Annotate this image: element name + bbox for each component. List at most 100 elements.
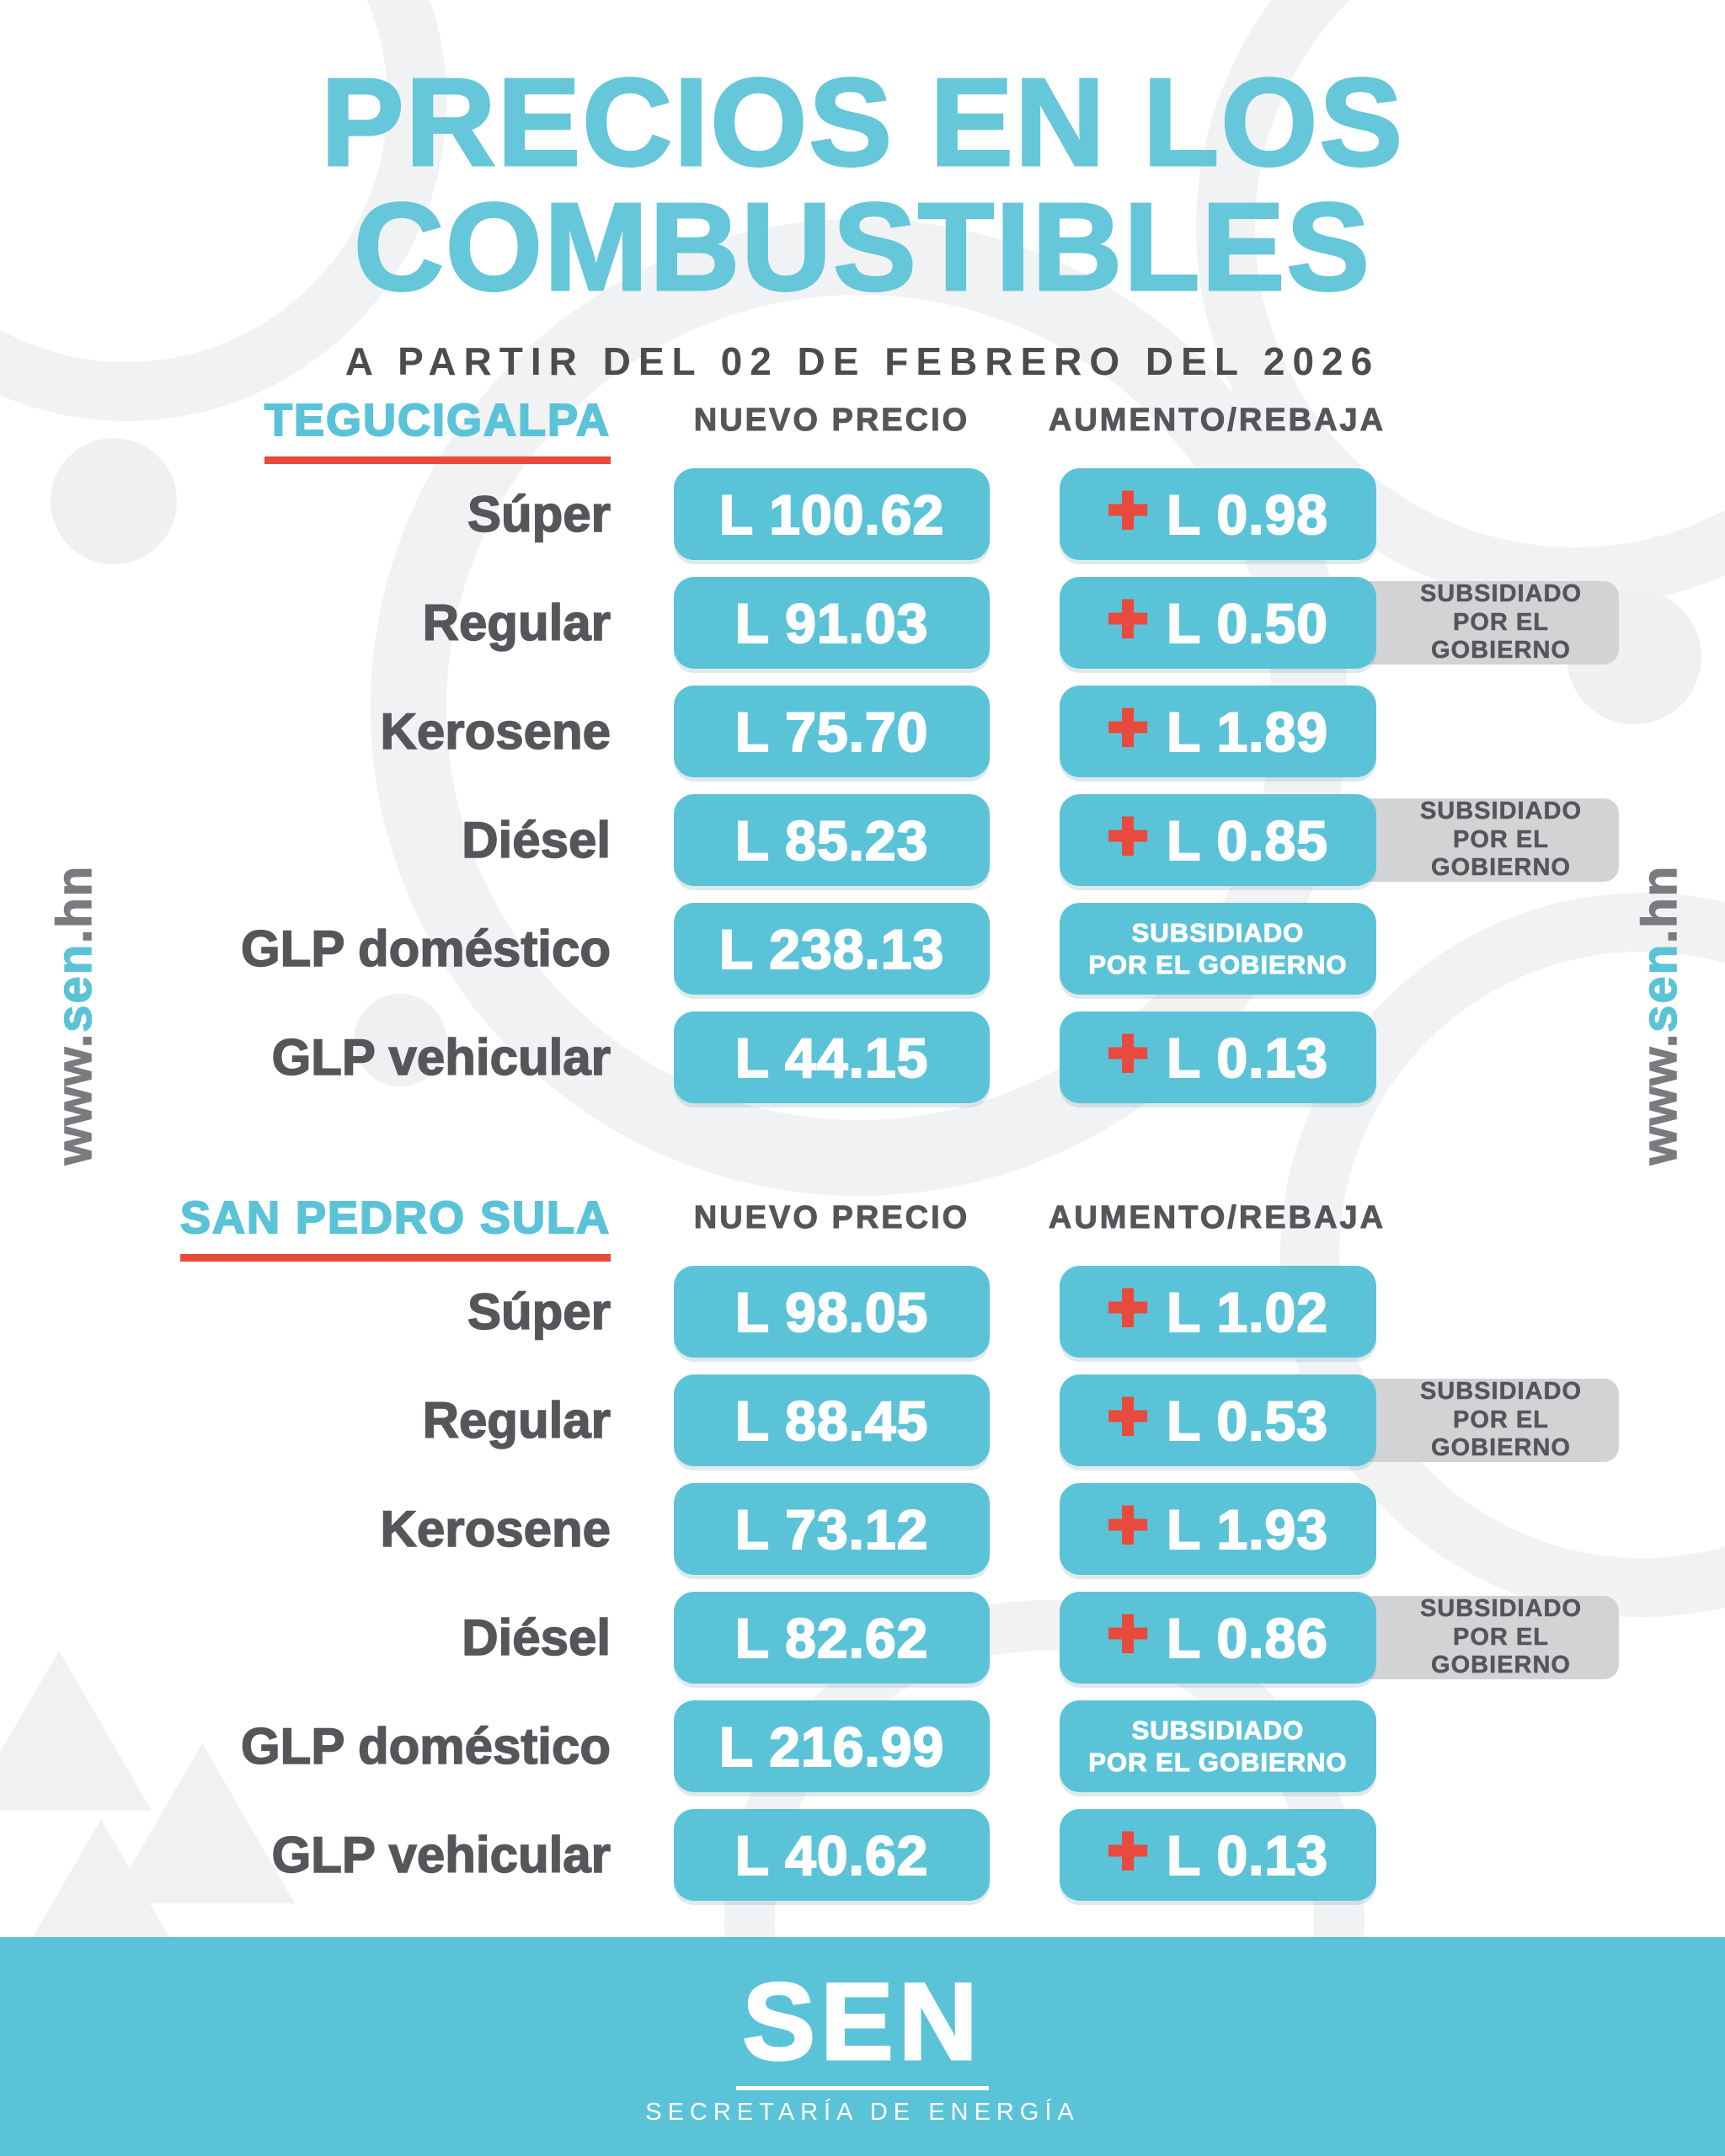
url-suffix: .hn: [1632, 864, 1688, 943]
change-value: L 0.50: [1166, 591, 1328, 655]
plus-icon: +: [1106, 797, 1151, 874]
change-value: L 0.53: [1166, 1389, 1328, 1453]
fuel-label: Súper: [467, 485, 611, 543]
fuel-row-super: Súper L 98.05 + L 1.02: [0, 1266, 1725, 1358]
change-box: + L 0.50: [1060, 577, 1376, 669]
change-box: + L 0.98: [1060, 468, 1376, 560]
footer-divider: [736, 2086, 989, 2090]
fuel-row-regular: Regular L 91.03 + L 0.50 SUBSIDIADO POR …: [0, 577, 1725, 669]
price-value: L 100.62: [718, 483, 945, 547]
fuel-row-diesel: Diésel L 82.62 + L 0.86 SUBSIDIADO POR E…: [0, 1592, 1725, 1684]
change-box: + L 1.89: [1060, 686, 1376, 777]
price-value: L 91.03: [734, 591, 929, 655]
column-header-nuevo-precio: NUEVO PRECIO: [693, 403, 970, 439]
fuel-row-glp-vehicular: GLP vehicular L 44.15 + L 0.13: [0, 1011, 1725, 1103]
price-box: L 75.70: [674, 686, 990, 777]
fuel-label: GLP doméstico: [240, 1717, 611, 1775]
plus-icon: +: [1106, 1812, 1151, 1889]
price-box: L 44.15: [674, 1011, 990, 1103]
change-box: + L 1.02: [1060, 1266, 1376, 1358]
fuel-row-diesel: Diésel L 85.23 + L 0.85 SUBSIDIADO POR E…: [0, 794, 1725, 886]
city-label-tegucigalpa: TEGUCIGALPA: [0, 394, 611, 464]
price-box: L 100.62: [674, 468, 990, 560]
watermark-dot: [51, 438, 177, 564]
change-value: L 0.13: [1166, 1823, 1328, 1887]
change-box: + L 0.13: [1060, 1011, 1376, 1103]
price-value: L 88.45: [734, 1389, 929, 1453]
price-value: L 216.99: [718, 1715, 945, 1779]
org-name: SECRETARÍA DE ENERGÍA: [645, 2099, 1080, 2126]
url-prefix: www.: [46, 1032, 103, 1166]
price-box: L 238.13: [674, 903, 990, 995]
fuel-label: Kerosene: [380, 702, 611, 760]
column-header-aumento-rebaja: AUMENTO/REBAJA: [1048, 1200, 1386, 1236]
price-value: L 85.23: [734, 808, 929, 873]
url-suffix: .hn: [46, 864, 103, 943]
website-url-left: www. sen .hn: [40, 720, 108, 1310]
change-value: L 0.98: [1166, 483, 1328, 547]
fuel-row-glp-vehicular: GLP vehicular L 40.62 + L 0.13: [0, 1809, 1725, 1901]
fuel-label: GLP vehicular: [271, 1826, 611, 1884]
fuel-row-regular: Regular L 88.45 + L 0.53 SUBSIDIADO POR …: [0, 1374, 1725, 1466]
price-box: L 85.23: [674, 794, 990, 886]
fuel-label: GLP doméstico: [240, 920, 611, 978]
fuel-row-kerosene: Kerosene L 73.12 + L 1.93: [0, 1483, 1725, 1575]
plus-icon: +: [1106, 688, 1151, 766]
page-title-line2: COMBUSTIBLES: [353, 178, 1371, 317]
page-title: PRECIOS EN LOS COMBUSTIBLES: [0, 53, 1725, 317]
fuel-row-glp-domestico: GLP doméstico L 238.13 SUBSIDIADO POR EL…: [0, 903, 1725, 995]
change-box: + L 0.86: [1060, 1592, 1376, 1684]
subsidy-badge: SUBSIDIADO POR EL GOBIERNO: [1348, 1378, 1619, 1462]
fuel-label: Diésel: [461, 811, 611, 869]
change-value: L 0.85: [1166, 808, 1328, 873]
plus-icon: +: [1106, 1594, 1151, 1672]
plus-icon: +: [1106, 1268, 1151, 1346]
price-value: L 75.70: [734, 700, 929, 764]
plus-icon: +: [1106, 1486, 1151, 1563]
city-label-san-pedro-sula: SAN PEDRO SULA: [0, 1192, 611, 1262]
change-box-subsidized: SUBSIDIADO POR EL GOBIERNO: [1060, 1700, 1376, 1792]
fuel-row-kerosene: Kerosene L 75.70 + L 1.89: [0, 686, 1725, 777]
change-box-subsidized: SUBSIDIADO POR EL GOBIERNO: [1060, 903, 1376, 995]
change-value: L 1.89: [1166, 700, 1328, 764]
url-domain: sen: [1632, 942, 1688, 1033]
plus-icon: +: [1106, 1377, 1151, 1454]
price-value: L 73.12: [734, 1497, 929, 1561]
price-value: L 98.05: [734, 1280, 929, 1344]
price-value: L 40.62: [734, 1823, 929, 1887]
price-box: L 82.62: [674, 1592, 990, 1684]
effective-date-subtitle: A PARTIR DEL 02 DE FEBRERO DEL 2026: [344, 339, 1381, 383]
price-value: L 82.62: [734, 1606, 929, 1670]
price-value: L 238.13: [718, 917, 945, 981]
change-box: + L 1.93: [1060, 1483, 1376, 1575]
section-header-tegucigalpa: TEGUCIGALPA NUEVO PRECIO AUMENTO/REBAJA: [0, 394, 1725, 470]
price-box: L 40.62: [674, 1809, 990, 1901]
change-value: L 0.86: [1166, 1606, 1328, 1670]
subsidy-badge: SUBSIDIADO POR EL GOBIERNO: [1348, 580, 1619, 664]
subsidy-badge: SUBSIDIADO POR EL GOBIERNO: [1348, 798, 1619, 882]
url-prefix: www.: [1632, 1032, 1688, 1166]
fuel-label: GLP vehicular: [271, 1028, 611, 1086]
subsidy-badge: SUBSIDIADO POR EL GOBIERNO: [1348, 1595, 1619, 1679]
price-box: L 88.45: [674, 1374, 990, 1466]
sen-logo: SEN: [741, 1960, 983, 2083]
fuel-label: Kerosene: [380, 1500, 611, 1558]
change-box: + L 0.13: [1060, 1809, 1376, 1901]
plus-icon: +: [1106, 1014, 1151, 1091]
page-title-line1: PRECIOS EN LOS: [319, 53, 1405, 192]
section-header-san-pedro-sula: SAN PEDRO SULA NUEVO PRECIO AUMENTO/REBA…: [0, 1192, 1725, 1267]
column-header-nuevo-precio: NUEVO PRECIO: [693, 1200, 970, 1236]
footer-band: SEN SECRETARÍA DE ENERGÍA: [0, 1937, 1725, 2156]
fuel-row-glp-domestico: GLP doméstico L 216.99 SUBSIDIADO POR EL…: [0, 1700, 1725, 1792]
price-box: L 73.12: [674, 1483, 990, 1575]
price-box: L 98.05: [674, 1266, 990, 1358]
change-value: L 0.13: [1166, 1026, 1328, 1090]
website-url-right: www. sen .hn: [1626, 720, 1693, 1310]
column-header-aumento-rebaja: AUMENTO/REBAJA: [1048, 403, 1386, 439]
change-value: L 1.93: [1166, 1497, 1328, 1561]
fuel-label: Regular: [422, 594, 611, 652]
change-box: + L 0.53: [1060, 1374, 1376, 1466]
fuel-label: Súper: [467, 1283, 611, 1341]
fuel-label: Diésel: [461, 1609, 611, 1667]
